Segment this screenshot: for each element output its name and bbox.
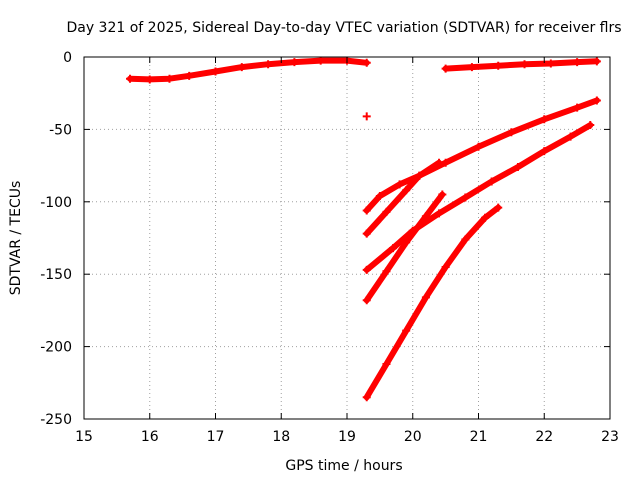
data-point (421, 212, 430, 221)
series-line (363, 204, 502, 401)
data-point (415, 171, 424, 180)
series-arc-5 (362, 121, 595, 274)
data-point (382, 267, 391, 276)
plot-area (126, 56, 601, 402)
data-point (441, 64, 450, 73)
data-point (395, 180, 404, 189)
data-point (592, 57, 601, 66)
chart-title: Day 321 of 2025, Sidereal Day-to-day VTE… (66, 20, 621, 36)
data-point (185, 71, 194, 80)
data-point (540, 147, 549, 156)
data-point (362, 206, 371, 215)
y-tick-label: -100 (40, 195, 72, 211)
data-point (573, 103, 582, 112)
data-point (566, 132, 575, 141)
data-point (316, 56, 325, 65)
series-line (363, 122, 594, 273)
data-point (540, 115, 549, 124)
data-point (382, 359, 391, 368)
y-axis-label: SDTVAR / TECUs (8, 181, 24, 296)
data-point (494, 203, 503, 212)
data-point (494, 61, 503, 70)
data-point (467, 63, 476, 72)
data-point (362, 58, 371, 67)
data-point (421, 293, 430, 302)
data-point (362, 393, 371, 402)
data-point (402, 326, 411, 335)
data-point (438, 190, 447, 199)
series-arc-2 (441, 57, 601, 73)
series-arc-4 (362, 158, 444, 238)
data-point (375, 192, 384, 201)
data-point (487, 177, 496, 186)
series-point (362, 112, 371, 121)
data-point (573, 58, 582, 67)
y-tick-label: -250 (40, 412, 72, 428)
x-axis-label: GPS time / hours (285, 458, 402, 474)
data-point (165, 74, 174, 83)
series-arc-7 (362, 203, 503, 402)
x-tick-label: 21 (470, 429, 488, 445)
data-point (382, 207, 391, 216)
y-tick-label: -200 (40, 340, 72, 356)
data-point (362, 229, 371, 238)
data-point (290, 58, 299, 67)
x-tick-label: 19 (338, 429, 356, 445)
x-tick-label: 20 (404, 429, 422, 445)
data-point (481, 213, 490, 222)
data-point (264, 60, 273, 69)
series-arc-1 (126, 56, 371, 84)
data-point (461, 193, 470, 202)
x-tick-label: 22 (535, 429, 553, 445)
grid (84, 57, 610, 419)
x-tick-label: 16 (141, 429, 159, 445)
data-point (435, 209, 444, 218)
x-tick-label: 15 (75, 429, 93, 445)
y-tick-label: -150 (40, 267, 72, 283)
axis-ticks: 15 16 17 18 19 20 21 22 23 0 -50 -100 -150 -200 -250 (40, 50, 619, 445)
data-point (507, 128, 516, 137)
data-point (402, 186, 411, 195)
data-point (126, 74, 135, 83)
series-line (127, 57, 370, 83)
data-point (362, 296, 371, 305)
data-point (402, 238, 411, 247)
series-line (363, 97, 600, 214)
data-point (362, 112, 371, 121)
data-point (237, 63, 246, 72)
data-point (586, 121, 595, 130)
x-tick-label: 17 (207, 429, 225, 445)
data-point (362, 265, 371, 274)
data-point (592, 96, 601, 105)
y-tick-label: 0 (63, 50, 72, 66)
y-tick-label: -50 (49, 122, 72, 138)
x-tick-label: 23 (601, 429, 619, 445)
data-point (461, 235, 470, 244)
series-arc-6 (362, 190, 447, 305)
x-tick-label: 18 (272, 429, 290, 445)
data-point (520, 60, 529, 69)
data-point (546, 59, 555, 68)
data-point (145, 75, 154, 84)
data-point (474, 142, 483, 151)
data-point (513, 163, 522, 172)
data-point (389, 244, 398, 253)
data-point (435, 158, 444, 167)
data-point (441, 262, 450, 271)
data-point (211, 67, 220, 76)
